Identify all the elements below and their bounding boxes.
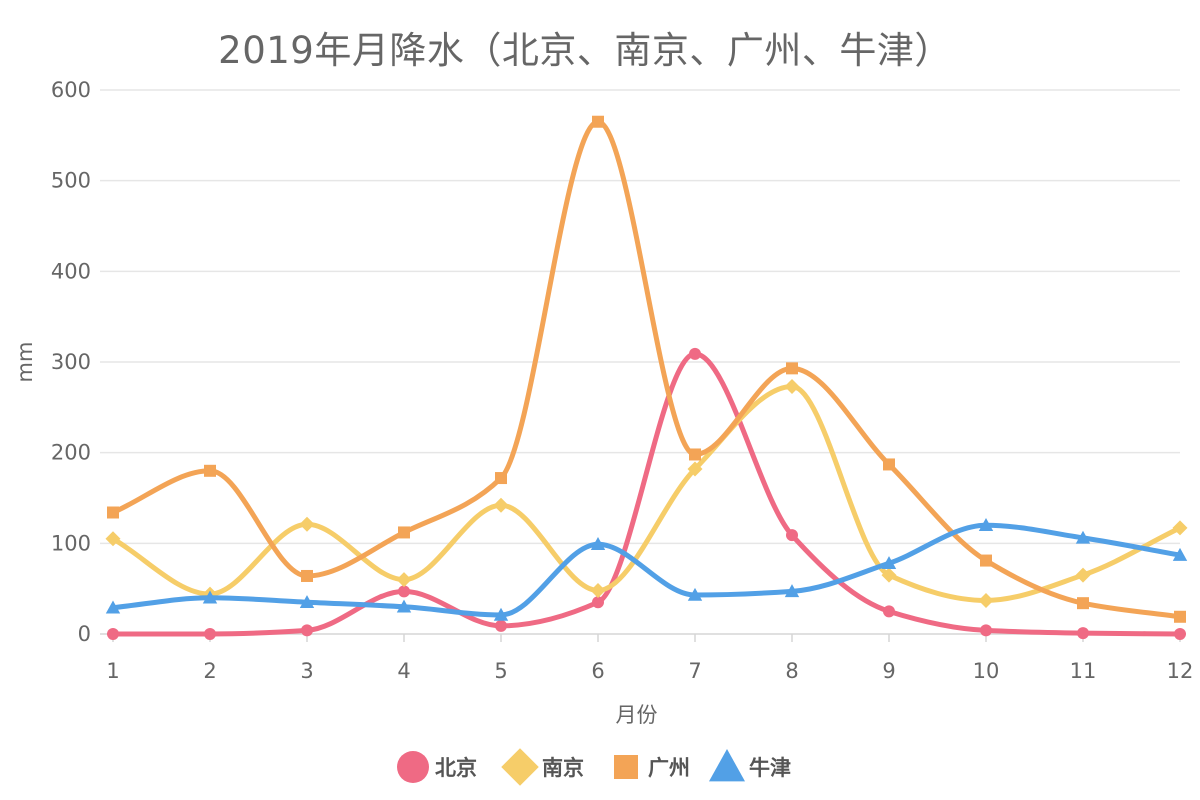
y-tick-label: 100 xyxy=(51,531,91,555)
data-point xyxy=(784,378,800,394)
data-point xyxy=(689,347,701,360)
x-tick-label: 1 xyxy=(106,659,119,683)
x-tick-label: 7 xyxy=(688,659,701,683)
data-point xyxy=(687,461,703,477)
data-point xyxy=(107,628,119,640)
grid-lines xyxy=(100,89,1181,642)
data-point xyxy=(493,497,509,513)
data-point xyxy=(202,590,218,604)
x-axis-title: 月份 xyxy=(616,703,658,727)
data-point xyxy=(301,624,313,637)
data-point xyxy=(105,531,121,547)
legend-label: 北京 xyxy=(435,756,477,780)
series-北京 xyxy=(107,347,1186,640)
series-牛津 xyxy=(105,518,1188,621)
data-point xyxy=(204,464,216,477)
data-point xyxy=(786,529,798,542)
data-point xyxy=(398,526,410,539)
data-point xyxy=(396,572,412,588)
x-axis-ticks: 1 2 3 4 5 6 7 8 9 10 11 12 xyxy=(106,659,1193,683)
data-point xyxy=(689,448,701,461)
x-tick-label: 12 xyxy=(1167,659,1194,683)
data-point xyxy=(784,584,800,598)
data-point xyxy=(592,596,604,609)
data-point xyxy=(1172,520,1188,536)
chart-title: 2019年月降水（北京、南京、广州、牛津） xyxy=(218,29,952,72)
x-tick-label: 2 xyxy=(203,659,216,683)
legend-label: 牛津 xyxy=(749,756,791,780)
legend-label: 广州 xyxy=(648,756,690,780)
data-point xyxy=(592,115,604,128)
data-point xyxy=(1075,530,1091,544)
data-point xyxy=(1172,547,1188,561)
y-tick-label: 300 xyxy=(51,350,91,374)
data-point xyxy=(204,628,216,640)
data-point xyxy=(1077,597,1089,610)
data-point xyxy=(299,516,315,532)
series-line xyxy=(110,351,1183,637)
legend-marker xyxy=(614,755,638,779)
y-axis-ticks: 0 100 200 300 400 500 600 xyxy=(51,78,91,646)
data-point xyxy=(396,599,412,613)
data-point xyxy=(1174,628,1186,640)
y-tick-label: 0 xyxy=(78,622,91,646)
data-point xyxy=(980,624,992,637)
y-tick-label: 600 xyxy=(51,78,91,102)
data-point xyxy=(107,506,119,519)
series-广州 xyxy=(107,115,1186,623)
data-point xyxy=(493,607,509,621)
x-tick-label: 11 xyxy=(1070,659,1097,683)
data-point xyxy=(495,619,507,632)
data-point xyxy=(980,554,992,567)
legend-label: 南京 xyxy=(542,756,584,780)
x-tick-label: 3 xyxy=(300,659,313,683)
legend-marker xyxy=(397,751,429,783)
x-tick-label: 9 xyxy=(882,659,895,683)
y-tick-label: 400 xyxy=(51,259,91,283)
data-point xyxy=(1174,610,1186,623)
series-lines xyxy=(105,115,1188,640)
y-tick-label: 500 xyxy=(51,169,91,193)
data-point xyxy=(883,605,895,618)
data-point xyxy=(590,582,606,598)
data-point xyxy=(301,569,313,582)
data-point xyxy=(786,362,798,375)
data-point xyxy=(687,587,703,601)
legend-marker xyxy=(709,749,745,782)
data-point xyxy=(881,556,897,570)
data-point xyxy=(881,567,897,583)
x-tick-label: 10 xyxy=(973,659,1000,683)
data-point xyxy=(105,600,121,614)
y-tick-label: 200 xyxy=(51,441,91,465)
series-南京 xyxy=(105,378,1188,608)
x-tick-label: 4 xyxy=(397,659,410,683)
legend-item[interactable]: 牛津 xyxy=(709,749,791,782)
data-point xyxy=(978,592,994,608)
legend: 北京 南京 广州 牛津 xyxy=(397,748,791,786)
x-tick-label: 6 xyxy=(591,659,604,683)
legend-item[interactable]: 广州 xyxy=(614,755,690,780)
data-point xyxy=(1075,567,1091,583)
data-point xyxy=(398,585,410,598)
data-point xyxy=(299,595,315,609)
data-point xyxy=(883,458,895,471)
data-point xyxy=(495,472,507,485)
x-tick-label: 8 xyxy=(785,659,798,683)
y-axis-title: mm xyxy=(13,342,37,383)
legend-item[interactable]: 北京 xyxy=(397,751,477,783)
data-point xyxy=(1077,627,1089,640)
x-tick-label: 5 xyxy=(494,659,507,683)
legend-marker xyxy=(501,748,539,786)
data-point xyxy=(978,518,994,531)
legend-item[interactable]: 南京 xyxy=(501,748,584,786)
data-point xyxy=(590,537,606,550)
